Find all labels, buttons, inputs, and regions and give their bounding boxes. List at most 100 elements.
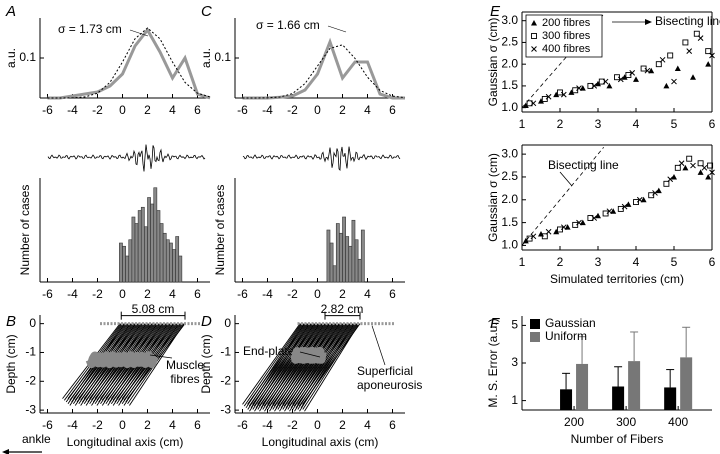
x-axis-label: Number of Fibers <box>571 432 664 446</box>
point <box>530 100 537 107</box>
fibre <box>288 323 347 407</box>
histogram-bar <box>119 242 123 283</box>
point <box>557 89 563 96</box>
x-tick-label: 0 <box>314 287 321 301</box>
point <box>644 67 651 74</box>
point <box>636 196 643 203</box>
x-tick-label: 400 <box>668 415 688 429</box>
fibre <box>258 323 317 407</box>
point <box>640 65 647 72</box>
fibre <box>282 323 341 405</box>
histogram-bar <box>326 229 331 283</box>
point <box>667 52 674 59</box>
fibre <box>242 323 301 405</box>
y-axis-label: Depth (cm) <box>199 334 213 393</box>
point <box>686 48 693 54</box>
y-tick-label: -2 <box>25 373 36 387</box>
fibre <box>257 323 316 405</box>
x-tick-label: 4 <box>364 418 371 432</box>
point <box>655 61 662 68</box>
y-tick-label: 1.0 <box>501 238 518 252</box>
x-tick-label: 2 <box>557 255 564 269</box>
x-tick-label: 5 <box>671 117 678 131</box>
x-tick-label: 6 <box>194 103 201 117</box>
point <box>538 98 544 104</box>
panel-letter: F <box>490 315 500 332</box>
y-tick-label: 5 <box>511 318 518 332</box>
point <box>697 169 704 175</box>
point <box>526 100 533 107</box>
fibre <box>273 323 332 407</box>
legend-box <box>525 14 603 58</box>
point <box>690 74 696 80</box>
point <box>690 162 696 169</box>
point <box>602 78 609 85</box>
fibre <box>297 323 356 405</box>
histogram-bar <box>339 232 343 283</box>
fibre <box>292 323 351 405</box>
fibre <box>247 323 306 405</box>
point <box>617 205 624 212</box>
annotation-leader <box>559 171 573 187</box>
histogram-bar <box>159 223 164 283</box>
x-tick-label: -6 <box>237 418 248 432</box>
bar <box>576 363 589 410</box>
bar <box>628 361 641 410</box>
legend-marker <box>531 33 537 39</box>
x-tick-label: 5 <box>671 255 678 269</box>
point <box>522 102 529 108</box>
x-tick-label: 2 <box>339 287 346 301</box>
point <box>707 162 714 169</box>
histogram-bar <box>144 226 148 283</box>
x-tick-label: 4 <box>169 103 176 117</box>
point <box>652 190 658 196</box>
legend-marker <box>531 46 537 52</box>
x-tick-label: 0 <box>119 418 126 432</box>
x-tick-label: 0 <box>119 287 126 301</box>
point <box>625 201 632 207</box>
x-tick-label: 1 <box>519 255 526 269</box>
y-tick-label: 0 <box>224 316 231 330</box>
point <box>633 76 639 82</box>
annotation: Superficial <box>357 364 413 378</box>
histogram-bar <box>137 210 142 283</box>
point <box>705 48 712 55</box>
histogram-bar <box>153 187 158 283</box>
x-tick-label: 4 <box>364 103 371 117</box>
point <box>598 78 605 85</box>
x-tick-label: -6 <box>42 103 53 117</box>
histogram-bar <box>335 223 340 283</box>
point <box>682 164 689 171</box>
panel-letter: A <box>5 3 16 20</box>
y-axis-label: M. S. Error (a.u.) <box>486 318 500 407</box>
point <box>591 215 598 221</box>
x-axis-label: Longitudinal axis (cm) <box>262 435 379 449</box>
fibre <box>262 323 321 405</box>
point <box>595 80 601 87</box>
fibre <box>302 323 359 410</box>
point <box>663 180 670 187</box>
annotation: Muscle <box>166 358 204 372</box>
y-tick-label: -3 <box>25 402 36 416</box>
x-tick-label: 6 <box>709 117 716 131</box>
y-tick-label: 2.0 <box>501 192 518 206</box>
annotation-leader <box>327 25 347 33</box>
fibre <box>243 323 302 407</box>
histogram-bar <box>128 239 133 283</box>
annotation: 5.08 cm <box>132 302 175 316</box>
legend-label: Uniform <box>545 329 587 343</box>
y-tick-label: 1.5 <box>501 215 518 229</box>
fibre <box>268 323 327 407</box>
y-axis-label: a.u. <box>4 48 18 68</box>
histogram-bar <box>332 265 337 283</box>
x-tick-label: -4 <box>67 418 78 432</box>
y-tick-label: 1 <box>511 393 518 407</box>
series-line <box>242 37 405 100</box>
point <box>572 87 579 94</box>
annotation: fibres <box>170 372 199 386</box>
x-tick-label: 2 <box>557 117 564 131</box>
y-tick-label: 0.1 <box>214 50 231 64</box>
y-tick-label: -1 <box>220 345 231 359</box>
point <box>587 215 594 221</box>
